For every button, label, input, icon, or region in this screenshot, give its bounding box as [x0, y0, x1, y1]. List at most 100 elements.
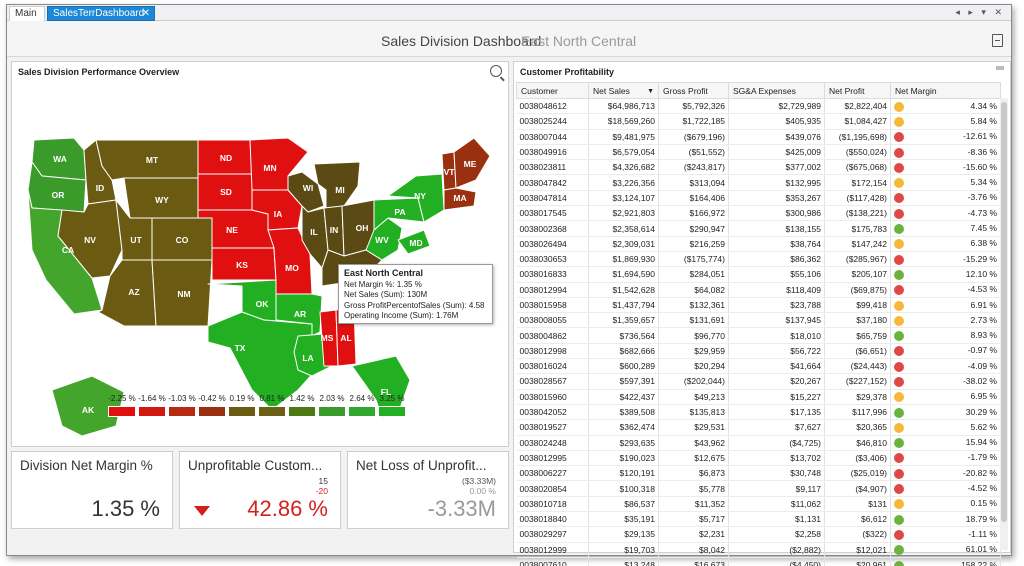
sort-descending-icon[interactable]: ▼: [647, 87, 654, 95]
net-profit-cell: $131: [824, 496, 891, 513]
column-header-net-sales[interactable]: Net Sales ▼: [588, 82, 659, 99]
gross-profit-cell: $5,778: [658, 480, 729, 497]
state-label: NE: [226, 225, 238, 235]
net-sales-cell: $18,569,260: [588, 113, 659, 130]
table-row[interactable]: 0038029297 $29,135 $2,231 $2,258 ($322) -1.11…: [516, 526, 1001, 543]
legend-value: -1.64 %: [138, 394, 166, 403]
table-row[interactable]: 0038030653 $1,869,930 ($175,774) $86,362 ($2…: [516, 251, 1001, 268]
close-icon[interactable]: ✕: [141, 8, 150, 19]
state-me[interactable]: [453, 137, 491, 189]
status-indicator-icon: [894, 438, 904, 449]
state-label: AZ: [128, 287, 139, 297]
table-row[interactable]: 0038006227 $120,191 $6,873 $30,748 ($25,019)…: [516, 465, 1001, 482]
net-profit-cell: ($138,221): [824, 205, 891, 222]
table-row[interactable]: 0038016024 $600,289 $20,294 $41,664 ($24,443…: [516, 358, 1001, 375]
table-row[interactable]: 0038024248 $293,635 $43,962 ($4,725) $46,810…: [516, 435, 1001, 451]
sga-cell: $1,131: [728, 511, 825, 528]
net-profit-cell: $175,783: [824, 220, 891, 237]
net-margin-value: -8.36 %: [967, 146, 997, 157]
net-margin-value: -12.61 %: [962, 131, 997, 142]
table-row[interactable]: 0038018840 $35,191 $5,717 $1,131 $6,612 18.79…: [516, 511, 1001, 528]
table-row[interactable]: 0038047842 $3,226,356 $313,094 $132,995 $172…: [516, 174, 1001, 191]
column-header-net-profit[interactable]: Net Profit: [824, 82, 891, 99]
column-header-sga-expenses[interactable]: SG&A Expenses: [728, 82, 825, 99]
table-row[interactable]: 0038026494 $2,309,031 $216,259 $38,764 $147,…: [516, 236, 1001, 252]
tab-main[interactable]: Main: [9, 6, 45, 21]
kpi-unprofitable-customers[interactable]: Unprofitable Custom... 15 -20 42.86 %: [179, 451, 341, 529]
column-header-gross-profit[interactable]: Gross Profit: [658, 82, 729, 99]
table-row[interactable]: 0038042052 $389,508 $135,813 $17,135 $117,99…: [516, 404, 1001, 421]
table-row[interactable]: 0038007610 $13,248 $16,673 ($4,450) $20,961 1…: [516, 557, 1001, 566]
net-sales-cell: $3,124,107: [588, 190, 659, 207]
table-row[interactable]: 0038012994 $1,542,628 $64,082 $118,409 ($69,…: [516, 282, 1001, 298]
table-row[interactable]: 0038025244 $18,569,260 $1,722,185 $405,935 $…: [516, 113, 1001, 130]
state-label: FL: [381, 387, 391, 397]
kpi-net-margin[interactable]: Division Net Margin % 1.35 %: [11, 451, 173, 529]
net-profit-cell: $20,365: [824, 419, 891, 436]
net-profit-cell: $46,810: [824, 435, 891, 451]
state-tx[interactable]: [207, 311, 317, 411]
kpi-title: Unprofitable Custom...: [188, 458, 323, 473]
column-header-net-margin[interactable]: Net Margin: [890, 82, 1001, 99]
state-label: NY: [414, 191, 426, 201]
state-md[interactable]: [397, 229, 431, 255]
state-ca[interactable]: [27, 189, 103, 315]
table-row[interactable]: 0038008055 $1,359,657 $131,691 $137,945 $37,…: [516, 312, 1001, 329]
zoom-icon[interactable]: [490, 65, 502, 77]
state-az[interactable]: [97, 259, 157, 327]
table-row[interactable]: 0038028567 $597,391 ($202,044) $20,267 ($227…: [516, 373, 1001, 390]
table-row[interactable]: 0038012995 $190,023 $12,675 $13,702 ($3,406)…: [516, 450, 1001, 467]
net-sales-cell: $1,359,657: [588, 312, 659, 329]
net-sales-cell: $13,248: [588, 557, 659, 566]
table-row[interactable]: 0038047814 $3,124,107 $164,406 $353,267 ($11…: [516, 190, 1001, 207]
table-row[interactable]: 0038015960 $422,437 $49,213 $15,227 $29,378 6…: [516, 389, 1001, 405]
table-row[interactable]: 0038020854 $100,318 $5,778 $9,117 ($4,907) -4…: [516, 480, 1001, 497]
state-wi[interactable]: [287, 171, 325, 213]
table-row[interactable]: 0038007044 $9,481,975 ($679,196) $439,076 ($…: [516, 129, 1001, 145]
table-row[interactable]: 0038002368 $2,358,614 $290,947 $138,155 $175…: [516, 220, 1001, 237]
kpi-net-loss[interactable]: Net Loss of Unprofit... ($3.33M) 0.00 % …: [347, 451, 509, 529]
legend-swatch: [168, 406, 196, 417]
tab-sales-terr-dashboard[interactable]: SalesTerrDashboard ✕: [47, 6, 155, 21]
table-row[interactable]: 0038015958 $1,437,794 $132,361 $23,788 $99,4…: [516, 297, 1001, 314]
net-profit-cell: $2,822,404: [824, 98, 891, 115]
net-profit-cell: $12,021: [824, 542, 891, 558]
grid-scrollbar[interactable]: [1000, 98, 1008, 550]
column-header-customer[interactable]: Customer: [516, 82, 589, 99]
sga-cell: $17,135: [728, 404, 825, 421]
state-ar[interactable]: [275, 293, 323, 337]
net-profit-cell: $1,084,427: [824, 113, 891, 130]
legend-value: 0.19 %: [229, 394, 255, 403]
net-profit-cell: $99,418: [824, 297, 891, 314]
state-ak[interactable]: [51, 375, 125, 437]
table-row[interactable]: 0038019527 $362,474 $29,531 $7,627 $20,365 5.…: [516, 419, 1001, 436]
state-ma[interactable]: [443, 187, 477, 211]
sga-cell: $377,002: [728, 159, 825, 176]
table-row[interactable]: 0038016833 $1,694,590 $284,051 $55,106 $205,…: [516, 266, 1001, 283]
table-row[interactable]: 0038012999 $19,703 $8,042 ($2,882) $12,021 61…: [516, 542, 1001, 558]
status-indicator-icon: [894, 376, 904, 387]
table-row[interactable]: 0038010718 $86,537 $11,352 $11,062 $131 0.15 …: [516, 496, 1001, 513]
status-indicator-icon: [894, 514, 904, 525]
status-indicator-icon: [894, 239, 904, 250]
net-margin-cell: 2.73 %: [890, 312, 1001, 329]
table-row[interactable]: 0038012998 $682,666 $29,959 $56,722 ($6,651)…: [516, 343, 1001, 360]
net-sales-cell: $100,318: [588, 480, 659, 497]
customer-cell: 0038049916: [516, 144, 589, 161]
state-pa[interactable]: [373, 197, 425, 231]
table-row[interactable]: 0038048612 $64,986,713 $5,792,326 $2,729,98…: [516, 98, 1001, 115]
table-row[interactable]: 0038049916 $6,579,054 ($51,552) $425,009 ($5…: [516, 144, 1001, 161]
gross-profit-cell: $8,042: [658, 542, 729, 558]
table-row[interactable]: 0038017545 $2,921,803 $166,972 $300,986 ($13…: [516, 205, 1001, 222]
customer-cell: 0038025244: [516, 113, 589, 130]
gross-profit-cell: $43,962: [658, 435, 729, 451]
table-row[interactable]: 0038004862 $736,564 $96,770 $18,010 $65,759 8…: [516, 327, 1001, 344]
net-sales-cell: $293,635: [588, 435, 659, 451]
table-row[interactable]: 0038023811 $4,326,682 ($243,817) $377,002 ($…: [516, 159, 1001, 176]
us-map[interactable]: WA OR CA ID NV MT WY UT AZ CO NM ND SD NE KS MN IA MO OK TX…: [12, 80, 508, 446]
export-icon[interactable]: [992, 34, 1003, 47]
scrollbar-thumb[interactable]: [1001, 102, 1007, 522]
tab-scroll-controls[interactable]: ◂ ▸ ▾ ✕: [955, 7, 1005, 17]
net-margin-cell: 5.84 %: [890, 113, 1001, 130]
filter-icon[interactable]: [996, 66, 1004, 75]
